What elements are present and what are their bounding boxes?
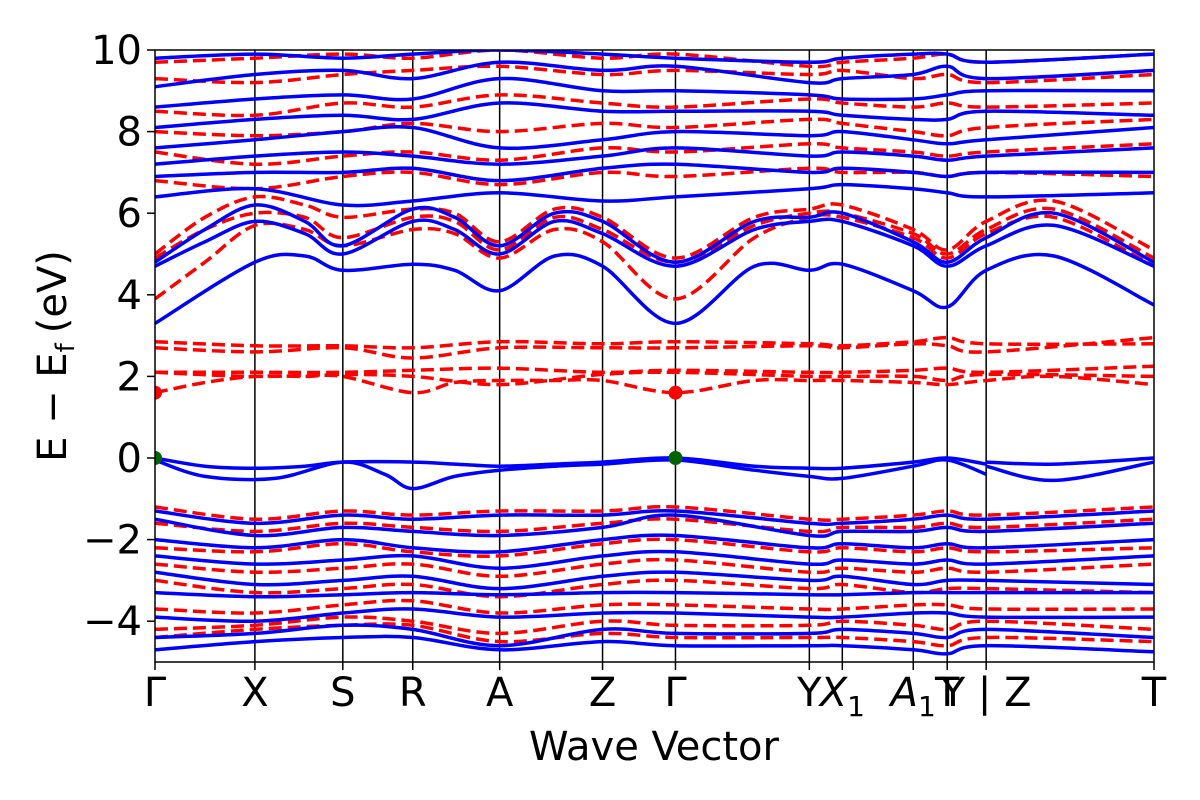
- x-tick-label-main: X: [818, 670, 849, 716]
- spin-down-band: [155, 557, 1154, 579]
- cbm-marker: [155, 385, 162, 400]
- x-tick-label: Γ: [144, 670, 167, 716]
- spin-up-band: [155, 509, 1154, 527]
- spin-down-band: [155, 50, 1154, 69]
- y-axis-ticks: −4 −2 0 2 4 6 8 10: [83, 28, 155, 645]
- spin-down-band: [155, 578, 1154, 599]
- y-axis-title-sub: f: [51, 342, 81, 352]
- x-axis-title: Wave Vector: [529, 724, 780, 770]
- spin-down-band: [155, 335, 1154, 360]
- spin-up-band: [155, 590, 1154, 599]
- cbm-marker: [668, 385, 683, 400]
- x-tick-label: R: [399, 670, 427, 716]
- spin-down-band: [155, 335, 1154, 350]
- x-tick-label: X1: [818, 670, 865, 723]
- spin-up-band: [985, 460, 1154, 483]
- spin-down-band: [155, 370, 1154, 387]
- spin-down-band: [155, 517, 1154, 534]
- y-tick-label: −4: [83, 599, 142, 645]
- x-tick-label: Γ: [664, 670, 687, 716]
- x-tick-label-main: Γ: [144, 670, 167, 716]
- x-tick-label-sub: 1: [918, 690, 936, 723]
- y-tick-label: 6: [117, 191, 142, 237]
- y-tick-label: −2: [83, 518, 142, 564]
- spin-down-band: [155, 537, 1154, 558]
- spin-down-band: [155, 364, 1154, 375]
- spin-up-band: [155, 76, 1154, 109]
- spin-down-band: [155, 213, 1154, 301]
- y-axis-title: E − Ef (eV): [30, 250, 81, 462]
- x-tick-label-main: A: [888, 670, 918, 716]
- vbm-marker: [155, 451, 162, 465]
- x-tick-label-sub: 1: [847, 690, 865, 723]
- spin-up-band: [155, 607, 1154, 624]
- x-tick-label-main: A: [486, 670, 514, 716]
- spin-up-band: [155, 533, 1154, 554]
- spin-up-band: [155, 623, 1154, 648]
- spin-up-band: [155, 570, 1154, 591]
- spin-down-band: [155, 117, 1154, 138]
- x-tick-label: S: [330, 670, 355, 716]
- band-edge-markers: [155, 385, 683, 465]
- vbm-marker: [668, 451, 683, 465]
- y-tick-label: 4: [117, 273, 142, 319]
- band-lines: [155, 50, 1154, 656]
- x-tick-label-main: T: [934, 670, 960, 716]
- spin-up-band: [155, 513, 1154, 538]
- spin-up-band: [155, 162, 1154, 183]
- spin-down-band: [155, 194, 1154, 260]
- spin-up-band: [155, 458, 987, 491]
- x-tick-label-main: Y | Z: [940, 670, 1032, 716]
- x-tick-label-main: T: [1141, 670, 1167, 716]
- spin-down-band: [155, 504, 1154, 523]
- spin-down-band: [155, 93, 1154, 118]
- x-tick-label: A1: [888, 670, 936, 723]
- spin-up-band: [155, 549, 1154, 570]
- spin-up-band: [155, 252, 1154, 326]
- spin-up-band: [155, 101, 1154, 130]
- spin-up-band: [155, 217, 1154, 268]
- spin-up-band: [155, 203, 1154, 264]
- x-tick-label: T: [1141, 670, 1167, 716]
- spin-up-band: [155, 124, 1154, 150]
- y-tick-label: 10: [91, 28, 142, 74]
- x-tick-label-main: Z: [589, 670, 616, 716]
- y-axis-title-main: E − E: [30, 352, 76, 462]
- spin-down-band: [155, 142, 1154, 166]
- spin-up-band: [986, 456, 1154, 466]
- spin-up-band: [155, 50, 1154, 64]
- x-tick-label-main: Y: [796, 670, 822, 716]
- spin-down-band: [155, 598, 1154, 615]
- y-axis-title-unit: (eV): [30, 250, 76, 333]
- y-tick-label: 0: [117, 436, 142, 482]
- x-tick-label: X: [241, 670, 268, 716]
- x-tick-label: Y: [796, 670, 822, 716]
- x-tick-label: Z: [589, 670, 616, 716]
- spin-down-band: [155, 206, 1154, 264]
- x-tick-label-main: X: [241, 670, 268, 716]
- x-tick-label-main: Γ: [664, 670, 687, 716]
- x-tick-label: T: [934, 670, 960, 716]
- x-tick-label-main: R: [399, 670, 427, 716]
- spin-down-band: [155, 64, 1154, 85]
- spin-up-band: [155, 182, 1154, 208]
- plot-frame: [154, 49, 1155, 663]
- y-tick-label: 8: [117, 110, 142, 156]
- spin-down-band: [155, 615, 1154, 636]
- spin-down-band: [155, 373, 1154, 395]
- y-tick-label: 2: [117, 354, 142, 400]
- spin-down-band: [155, 166, 1154, 191]
- spin-up-band: [155, 146, 1154, 166]
- x-tick-label-main: S: [330, 670, 355, 716]
- spin-up-band: [155, 60, 1154, 89]
- spin-up-band: [155, 456, 987, 471]
- x-tick-label: Y | Z: [940, 670, 1032, 716]
- spin-up-band: [155, 634, 1154, 656]
- x-tick-label: A: [486, 670, 514, 716]
- spin-down-band: [155, 622, 1154, 648]
